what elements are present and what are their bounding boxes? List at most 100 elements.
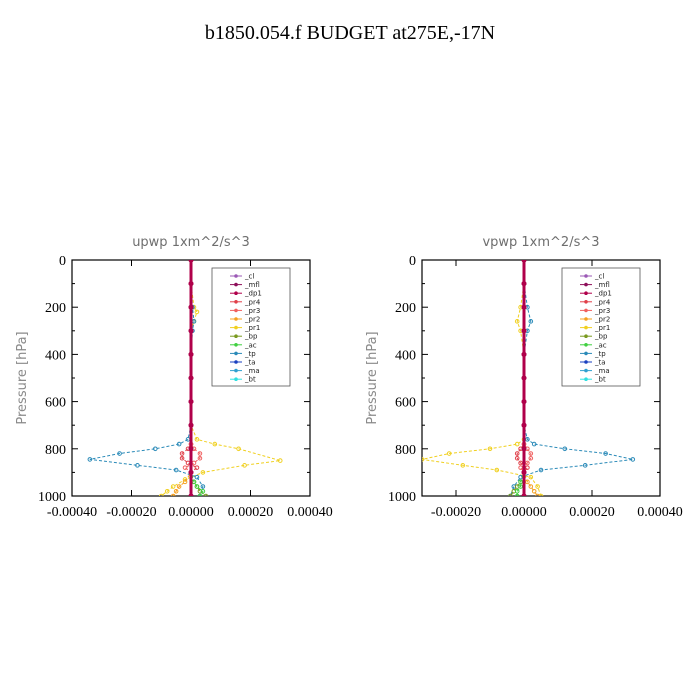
- panel-2-point-pr2: [528, 484, 534, 489]
- panel-1-legend-marker: [234, 325, 238, 330]
- panel-1-point-pr4: [185, 460, 191, 466]
- panel-1-xtick-label: 0.00000: [168, 505, 214, 520]
- panel-1-point-pr3: [197, 451, 203, 456]
- panel-1-point-pr2: [176, 484, 182, 489]
- panel-2-xtick-label: 0.00040: [637, 505, 683, 520]
- panel-1-point-pr1: [212, 441, 218, 447]
- panel-1-point-pr4: [194, 465, 200, 470]
- panel-1-point-pr1: [242, 463, 247, 468]
- panel-1-ylabel: Pressure [hPa]: [15, 331, 30, 424]
- panel-1-point-dp1: [188, 469, 194, 475]
- panel-1-legend-marker: [234, 317, 238, 321]
- panel-2-legend-box: [561, 267, 641, 387]
- panel-1-point-pr2: [173, 488, 179, 494]
- panel-2-legend-label: _dp1: [594, 290, 612, 298]
- panel-1: upwp 1xm^2/s^3 Pressure [hPa] 0 200 400 600 80…: [15, 235, 333, 520]
- panel-1-point-pr4: [179, 451, 185, 456]
- panel-2-point-tp: [582, 463, 588, 468]
- panel-2-point-ac: [518, 484, 523, 489]
- panel-2-point-pr2: [535, 493, 540, 496]
- panel-1-xtick-label: 0.00020: [228, 505, 274, 520]
- panel-1-point-tp: [153, 446, 158, 452]
- panel-1-title: upwp 1xm^2/s^3: [132, 235, 250, 250]
- panel-1-xtick-label: -0.00020: [106, 505, 156, 520]
- panel-1-point-pr2: [182, 479, 188, 485]
- panel-1-legend-label: _cl: [244, 273, 254, 281]
- panel-2-point-pr1: [494, 467, 500, 473]
- panel-1-ytick-label: 200: [45, 301, 66, 316]
- panel-1-legend-label: _tp: [244, 350, 256, 358]
- panel-2-point-ac: [514, 493, 520, 496]
- panel-1-series-pr2: [172, 260, 192, 496]
- panel-1-legend-marker: [234, 282, 238, 287]
- panel-1-legend-marker: [234, 300, 238, 304]
- panel-1-point-dp1: [188, 399, 194, 405]
- panel-1-legend-marker: [234, 343, 238, 347]
- panel-2-point-dp1: [521, 469, 527, 475]
- panel-2-point-tp: [630, 457, 636, 462]
- panel-2-point-pr4: [525, 465, 530, 470]
- panel-2-point-dp1: [521, 446, 527, 452]
- panel-2-legend-label: _pr1: [594, 324, 610, 332]
- panel-1-point-pr1: [170, 484, 176, 489]
- panel-2-point-dp1: [521, 304, 527, 310]
- panel-1-point-dp1: [188, 446, 194, 452]
- panel-2-legend-marker: [584, 282, 588, 287]
- panel-1-legend-label: _ta: [244, 359, 256, 367]
- panel-2-legend-marker: [584, 325, 588, 330]
- panel-2-legend-label: _ta: [594, 359, 606, 367]
- panel-2-legend-marker: [584, 360, 588, 364]
- panel-2-xtick-label: -0.00020: [431, 505, 481, 520]
- panel-2-point-tp: [538, 467, 544, 473]
- panel-1-legend-label: _ac: [244, 341, 257, 349]
- panel-2-point-ac: [514, 488, 520, 494]
- panel-2-point-tp: [603, 451, 608, 456]
- panel-1-legend-label: _ma: [244, 367, 260, 375]
- panel-2-point-pr3: [518, 465, 523, 470]
- panel-2-legend-label: _ma: [594, 367, 610, 375]
- panel-1-point-tp: [185, 437, 191, 442]
- panel-2-point-tp: [531, 441, 537, 447]
- panel-1-legend: _cl_mfl_dp1_pr4_pr3_pr2_pr1_bp_ac_tp_ta_…: [211, 267, 291, 387]
- panel-1-ytick-label: 1000: [38, 490, 66, 505]
- panel-1-legend-marker: [234, 334, 238, 339]
- panel-1-series-tp: [89, 260, 204, 496]
- panel-2-legend-marker: [584, 300, 588, 304]
- panel-2-legend-marker: [584, 343, 588, 347]
- panel-1-point-ac: [200, 488, 206, 494]
- panel-2-legend-label: _pr4: [594, 298, 611, 306]
- panel-2-legend-label: _ac: [594, 341, 607, 349]
- panel-1-point-tp: [135, 463, 140, 468]
- panel-1-legend-label: _pr1: [244, 324, 260, 332]
- panel-2-point-pr3: [525, 460, 530, 466]
- panel-2-point-pr3: [528, 451, 534, 456]
- panel-2-point-tp: [562, 446, 568, 452]
- panel-2-legend-label: _bp: [594, 333, 608, 341]
- panel-2-point-pr1: [460, 463, 466, 468]
- panel-1-legend-marker: [234, 377, 238, 382]
- panel-1-legend-label: _pr2: [244, 316, 260, 324]
- panel-2-ytick-label: 200: [395, 301, 416, 316]
- panel-1-legend-label: _pr3: [244, 307, 260, 315]
- panel-2-point-bp: [508, 493, 513, 496]
- panel-2-point-dp1: [521, 493, 527, 496]
- panel-2-point-pr1: [538, 493, 544, 496]
- panel-1-ytick-label: 400: [45, 348, 66, 363]
- panel-2-point-pr4: [514, 451, 520, 456]
- panel-1-point-tp: [194, 474, 200, 480]
- panel-1-point-ac: [194, 484, 200, 489]
- panel-2-xtick-label: 0.00000: [501, 505, 547, 520]
- panel-1-point-tp: [173, 467, 179, 473]
- panel-2-point-dp1: [521, 375, 527, 381]
- panel-1-point-pr1: [194, 309, 200, 315]
- panel-2-point-dp1: [521, 328, 527, 334]
- panel-1-point-tp: [200, 484, 206, 489]
- panel-2-point-pr1: [528, 474, 534, 480]
- panel-1-xtick-label: -0.00040: [47, 505, 97, 520]
- panel-2-point-pr1: [514, 441, 520, 447]
- panel-1-point-bp: [203, 493, 209, 496]
- panel-2-point-pr4: [514, 455, 520, 461]
- panel-2-series-pr1: [422, 260, 542, 496]
- panel-1-point-pr1: [194, 437, 200, 442]
- panel-1-legend-marker: [234, 291, 238, 296]
